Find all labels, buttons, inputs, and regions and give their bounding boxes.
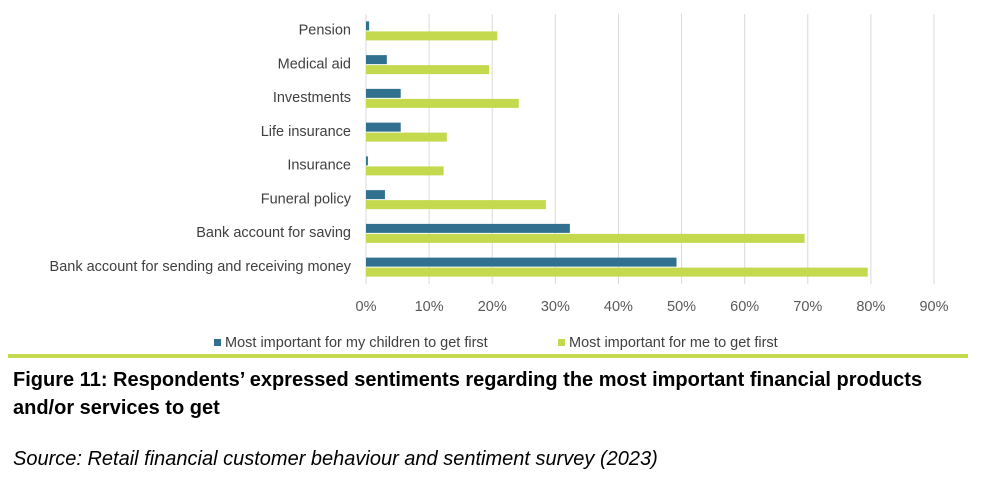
bar-children	[366, 55, 387, 65]
category-label: Bank account for sending and receiving m…	[50, 259, 352, 275]
x-tick-label: 50%	[667, 299, 696, 315]
bar-me	[366, 267, 868, 277]
bar-me	[366, 98, 519, 108]
bar-me	[366, 31, 498, 41]
category-label: Funeral policy	[261, 191, 352, 207]
bar-children	[366, 223, 570, 233]
bars	[366, 21, 868, 277]
bar-children	[366, 88, 401, 98]
legend-swatch-me	[558, 339, 565, 346]
bar-children	[366, 21, 370, 31]
x-tick-label: 90%	[919, 299, 948, 315]
bar-me	[366, 166, 444, 176]
bar-me	[366, 65, 490, 75]
bar-me	[366, 200, 546, 210]
caption-divider	[8, 354, 968, 358]
x-tick-label: 0%	[356, 299, 377, 315]
figure-source: Source: Retail financial customer behavi…	[13, 448, 658, 470]
bar-me	[366, 132, 447, 142]
bar-children	[366, 122, 401, 132]
x-tick-label: 20%	[478, 299, 507, 315]
category-label: Bank account for saving	[196, 225, 351, 241]
x-tick-label: 70%	[793, 299, 822, 315]
category-label: Pension	[299, 23, 351, 39]
category-label: Investments	[273, 90, 351, 106]
category-label: Insurance	[287, 158, 351, 174]
x-tick-label: 30%	[541, 299, 570, 315]
legend-label-children: Most important for my children to get fi…	[225, 335, 488, 351]
x-tick-label: 60%	[730, 299, 759, 315]
figure-caption-title: Figure 11: Respondents’ expressed sentim…	[13, 369, 923, 419]
legend: Most important for my children to get fi…	[214, 335, 778, 351]
bar-children	[366, 156, 368, 166]
legend-label-me: Most important for me to get first	[569, 335, 778, 351]
category-label: Life insurance	[261, 124, 351, 140]
x-tick-label: 80%	[856, 299, 885, 315]
category-labels: Pension Medical aid Investments Life insura…	[50, 23, 352, 275]
bar-children	[366, 190, 385, 200]
bar-children	[366, 257, 677, 267]
x-tick-label: 10%	[415, 299, 444, 315]
x-axis-tick-labels: 0% 10% 20% 30% 40% 50% 60% 70% 80% 90%	[356, 299, 949, 315]
x-tick-label: 40%	[604, 299, 633, 315]
gridlines	[365, 14, 935, 284]
bar-chart: Pension Medical aid Investments Life insura…	[50, 14, 949, 351]
legend-swatch-children	[214, 339, 221, 346]
bar-me	[366, 233, 805, 243]
category-label: Medical aid	[278, 56, 351, 72]
